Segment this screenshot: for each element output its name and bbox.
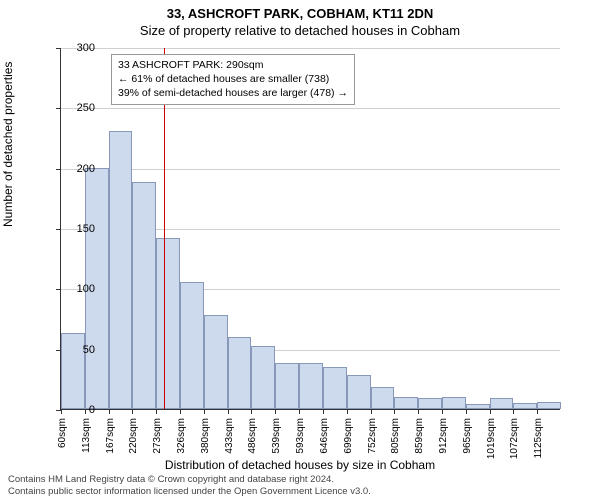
histogram-bar (323, 367, 347, 409)
gridline (61, 108, 560, 109)
x-tick-label: 539sqm (271, 418, 282, 454)
x-tick-mark (275, 409, 276, 414)
histogram-bar (109, 131, 133, 409)
y-tick-mark (56, 289, 61, 290)
x-tick-label: 273sqm (152, 418, 163, 454)
y-tick-label: 100 (77, 283, 95, 295)
x-tick-mark (156, 409, 157, 414)
histogram-bar (180, 282, 204, 409)
x-tick-label: 60sqm (57, 418, 68, 448)
x-tick-label: 433sqm (224, 418, 235, 454)
x-tick-label: 486sqm (247, 418, 258, 454)
x-tick-label: 326sqm (176, 418, 187, 454)
histogram-bar (371, 387, 395, 409)
x-tick-mark (466, 409, 467, 414)
y-tick-label: 50 (83, 344, 95, 356)
histogram-bar (299, 363, 323, 409)
histogram-bar (204, 315, 228, 409)
x-tick-label: 912sqm (438, 418, 449, 454)
x-axis-label: Distribution of detached houses by size … (0, 458, 600, 472)
footer-line1: Contains HM Land Registry data © Crown c… (8, 474, 334, 485)
histogram-bar (275, 363, 299, 409)
x-tick-mark (490, 409, 491, 414)
histogram-bar (61, 333, 85, 409)
y-axis-label: Number of detached properties (1, 62, 15, 227)
annotation-line: 33 ASHCROFT PARK: 290sqm (118, 58, 348, 72)
x-tick-mark (61, 409, 62, 414)
x-tick-mark (371, 409, 372, 414)
annotation-line: 39% of semi-detached houses are larger (… (118, 86, 348, 100)
y-tick-label: 150 (77, 223, 95, 235)
y-tick-label: 300 (77, 42, 95, 54)
x-tick-mark (394, 409, 395, 414)
x-tick-mark (323, 409, 324, 414)
histogram-bar (418, 398, 442, 409)
histogram-bar (156, 238, 180, 409)
gridline (61, 169, 560, 170)
x-tick-mark (347, 409, 348, 414)
x-tick-label: 965sqm (462, 418, 473, 454)
x-tick-mark (537, 409, 538, 414)
x-tick-mark (442, 409, 443, 414)
x-tick-label: 1072sqm (509, 418, 520, 459)
x-tick-label: 646sqm (319, 418, 330, 454)
x-tick-mark (228, 409, 229, 414)
x-tick-mark (299, 409, 300, 414)
histogram-bar (537, 402, 561, 409)
x-tick-label: 699sqm (343, 418, 354, 454)
x-tick-mark (180, 409, 181, 414)
chart-title-sub: Size of property relative to detached ho… (0, 21, 600, 38)
x-tick-label: 593sqm (295, 418, 306, 454)
x-tick-mark (85, 409, 86, 414)
x-tick-mark (109, 409, 110, 414)
y-tick-mark (56, 48, 61, 49)
x-tick-label: 113sqm (81, 418, 92, 453)
x-tick-label: 805sqm (390, 418, 401, 454)
x-tick-label: 1125sqm (533, 418, 544, 458)
plot-area: 33 ASHCROFT PARK: 290sqm← 61% of detache… (60, 48, 560, 410)
y-tick-label: 0 (89, 404, 95, 416)
x-tick-mark (132, 409, 133, 414)
x-tick-mark (204, 409, 205, 414)
x-tick-label: 859sqm (414, 418, 425, 454)
y-tick-label: 200 (77, 163, 95, 175)
histogram-bar (132, 182, 156, 409)
y-tick-mark (56, 169, 61, 170)
x-tick-label: 220sqm (128, 418, 139, 454)
annotation-line: ← 61% of detached houses are smaller (73… (118, 72, 348, 86)
x-tick-label: 752sqm (367, 418, 378, 454)
x-tick-mark (418, 409, 419, 414)
footer-text: Contains HM Land Registry data © Crown c… (8, 474, 371, 498)
x-tick-mark (251, 409, 252, 414)
chart-title-main: 33, ASHCROFT PARK, COBHAM, KT11 2DN (0, 0, 600, 21)
x-tick-label: 380sqm (200, 418, 211, 454)
gridline (61, 48, 560, 49)
footer-line2: Contains public sector information licen… (8, 486, 371, 497)
y-tick-label: 250 (77, 102, 95, 114)
x-tick-mark (513, 409, 514, 414)
histogram-bar (513, 403, 537, 409)
histogram-bar (228, 337, 252, 409)
histogram-bar (442, 397, 466, 409)
histogram-bar (466, 404, 490, 409)
annotation-box: 33 ASHCROFT PARK: 290sqm← 61% of detache… (111, 54, 355, 105)
x-tick-label: 167sqm (105, 418, 116, 454)
x-tick-label: 1019sqm (486, 418, 497, 459)
histogram-bar (251, 346, 275, 409)
chart-container: 33, ASHCROFT PARK, COBHAM, KT11 2DN Size… (0, 0, 600, 500)
histogram-bar (490, 398, 514, 409)
histogram-bar (394, 397, 418, 409)
y-tick-mark (56, 108, 61, 109)
y-tick-mark (56, 229, 61, 230)
histogram-bar (347, 375, 371, 409)
